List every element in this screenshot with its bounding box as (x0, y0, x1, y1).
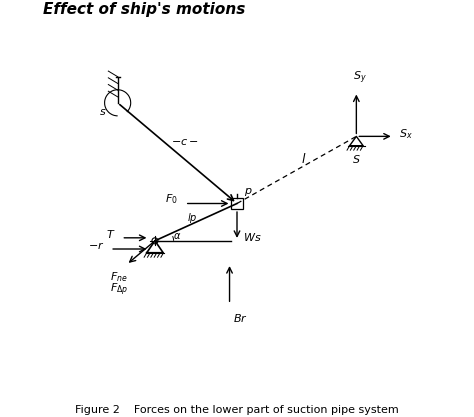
Text: $Br$: $Br$ (233, 311, 248, 324)
Text: $\alpha$: $\alpha$ (173, 231, 182, 241)
Text: $S$: $S$ (352, 153, 361, 165)
Text: $Ws$: $Ws$ (243, 231, 261, 243)
Text: $-r$: $-r$ (88, 240, 105, 251)
Text: Figure 2    Forces on the lower part of suction pipe system: Figure 2 Forces on the lower part of suc… (75, 405, 399, 415)
Text: $F_{ne}$: $F_{ne}$ (110, 270, 128, 284)
Text: $l$: $l$ (301, 152, 307, 166)
Text: Effect of ship's motions: Effect of ship's motions (43, 2, 246, 17)
Text: $S_x$: $S_x$ (399, 128, 413, 141)
Bar (231, 198, 243, 209)
Text: $S_y$: $S_y$ (353, 70, 367, 86)
Text: $lp$: $lp$ (187, 211, 198, 226)
Text: $T$: $T$ (106, 228, 116, 240)
Text: $p$: $p$ (245, 186, 253, 198)
Text: $F_0$: $F_0$ (164, 192, 177, 206)
Text: $-c-$: $-c-$ (171, 137, 199, 147)
Text: $F_{\Delta p}$: $F_{\Delta p}$ (110, 281, 128, 298)
Text: $s$: $s$ (99, 106, 107, 116)
